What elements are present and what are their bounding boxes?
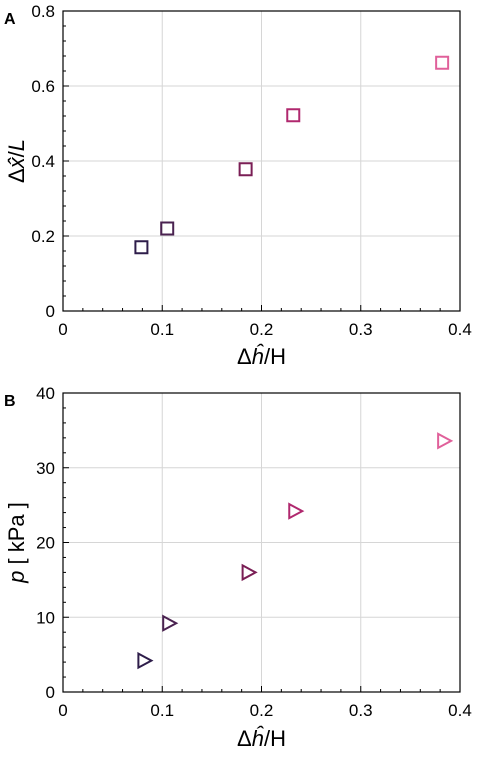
x-tick-label: 0.3 <box>349 701 373 720</box>
y-tick-label: 0.8 <box>31 2 55 21</box>
x-axis-label-part: Δ <box>237 344 252 369</box>
y-axis-label-part: x̂ <box>4 156 29 169</box>
panel-a: 0 0.1 0.2 0.3 0.400.20.40.60.8Δĥ/HΔx̂/LA <box>4 2 472 369</box>
y-axis-label-part: [ kPa ] <box>4 502 29 570</box>
x-axis-label-part: /H <box>264 344 286 369</box>
x-tick-label: 0.2 <box>250 701 274 720</box>
y-tick-label: 20 <box>36 534 55 553</box>
y-axis-label-part: p <box>4 571 29 584</box>
data-point <box>437 432 454 450</box>
data-point <box>160 221 175 236</box>
y-tick-label: 10 <box>36 608 55 627</box>
data-point <box>134 240 149 255</box>
panel-b: 0 0.1 0.2 0.3 0.4 0 10 20 30 40 Δĥ/H p [ kPa ] B <box>4 384 472 751</box>
y-tick-label: 0 <box>46 683 55 702</box>
x-axis-label: Δĥ/H <box>237 343 286 369</box>
x-axis-label-part: ĥ <box>252 725 265 751</box>
x-axis-label: Δĥ/H <box>237 725 286 751</box>
data-point <box>435 55 450 70</box>
y-tick-label: 0.2 <box>31 227 55 246</box>
y-axis-label-part: L <box>4 139 29 151</box>
x-tick-label: 0.4 <box>448 701 472 720</box>
y-tick-label: 0.4 <box>31 152 55 171</box>
x-axis-label-part: /H <box>264 726 286 751</box>
data-point <box>238 162 253 177</box>
data-point <box>288 502 305 520</box>
y-tick-label: 40 <box>36 384 55 403</box>
y-axis-label-part: Δ <box>4 168 29 183</box>
y-tick-label: 0.6 <box>31 77 55 96</box>
data-point <box>286 108 301 123</box>
x-tick-label: 0.2 <box>250 320 274 339</box>
x-tick-label: 0.3 <box>349 320 373 339</box>
x-tick-label: 0.4 <box>448 320 472 339</box>
x-tick-label: 0.1 <box>150 701 174 720</box>
y-tick-label: 30 <box>36 459 55 478</box>
y-axis-label: Δx̂/L <box>4 139 29 183</box>
x-tick-label: 0 <box>58 320 67 339</box>
x-tick-label: 0 <box>58 701 67 720</box>
panel-label: B <box>4 393 16 410</box>
x-axis-label-part: ĥ <box>252 343 265 369</box>
data-point <box>162 614 179 632</box>
panel-label: A <box>4 11 16 28</box>
y-axis-label: p [ kPa ] <box>4 502 29 584</box>
data-point <box>241 563 258 582</box>
x-axis-label-part: Δ <box>237 726 252 751</box>
y-tick-label: 0 <box>46 302 55 321</box>
data-point <box>137 651 154 670</box>
x-tick-label: 0.1 <box>150 320 174 339</box>
y-axis-label-part: / <box>4 150 29 157</box>
